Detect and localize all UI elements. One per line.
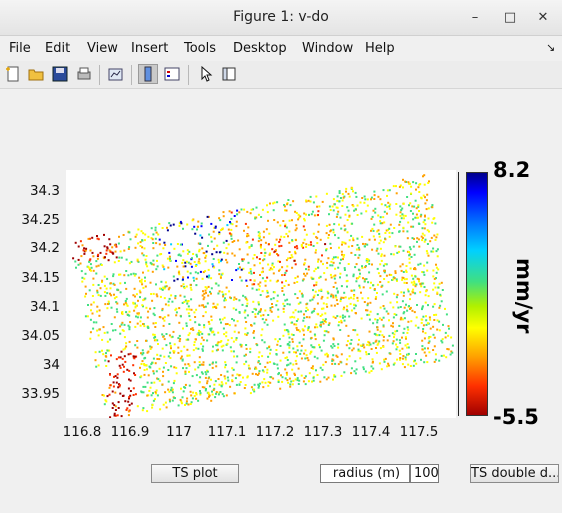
menu-help[interactable]: Help — [365, 41, 395, 56]
dock-icon[interactable]: ↘ — [546, 41, 556, 54]
y-tick-label: 34.1 — [29, 299, 60, 315]
open-file-icon[interactable] — [26, 64, 46, 84]
toolbar — [0, 61, 562, 89]
colorbar-unit-label: mm/yr — [512, 258, 536, 334]
y-tick-label: 33.95 — [21, 386, 60, 402]
plot-area[interactable] — [66, 170, 456, 419]
y-tick-label: 34.25 — [21, 212, 60, 228]
x-tick-label: 117.1 — [207, 424, 247, 440]
maximize-button[interactable]: □ — [503, 10, 517, 25]
x-tick-label: 116.8 — [62, 424, 102, 440]
colorbar-max-label: 8.2 — [493, 158, 531, 182]
colorbar[interactable] — [466, 172, 488, 416]
x-tick-label: 117.5 — [399, 424, 439, 440]
link-plot-icon[interactable] — [106, 64, 126, 84]
menu-window[interactable]: Window — [302, 41, 354, 56]
menu-tools[interactable]: Tools — [184, 41, 217, 56]
colorbar-axis-line — [458, 172, 459, 416]
legend-toggle-icon[interactable] — [162, 64, 182, 84]
x-tick-label: 117 — [166, 424, 192, 440]
radius-label: radius (m) — [320, 464, 410, 483]
select-pointer-icon[interactable] — [196, 64, 216, 84]
x-tick-label: 117.3 — [303, 424, 343, 440]
x-tick-label: 116.9 — [110, 424, 150, 440]
menu-file[interactable]: File — [9, 41, 31, 56]
y-tick-label: 34.15 — [21, 270, 60, 286]
save-icon[interactable] — [50, 64, 70, 84]
minimize-button[interactable]: – — [471, 10, 479, 25]
y-tick-label: 34.3 — [29, 183, 60, 199]
window-title: Figure 1: v-do — [233, 9, 329, 25]
close-button[interactable]: ✕ — [537, 10, 549, 25]
ts-plot-button[interactable]: TS plot — [151, 464, 239, 483]
menu-desktop[interactable]: Desktop — [233, 41, 287, 56]
x-tick-label: 117.2 — [255, 424, 295, 440]
print-icon[interactable] — [74, 64, 94, 84]
menu-edit[interactable]: Edit — [45, 41, 71, 56]
colorbar-min-label: -5.5 — [493, 405, 539, 429]
velocity-scatter-map — [72, 174, 454, 419]
y-tick-label: 34 — [42, 357, 60, 373]
new-figure-icon[interactable] — [3, 64, 23, 84]
property-editor-icon[interactable] — [219, 64, 239, 84]
colorbar-toggle-icon[interactable] — [138, 64, 158, 84]
menu-bar: File Edit View Insert Tools Desktop Wind… — [0, 37, 562, 61]
x-tick-label: 117.4 — [351, 424, 391, 440]
title-bar: Figure 1: v-do – □ ✕ — [0, 0, 562, 36]
radius-input[interactable]: 100 — [410, 464, 439, 483]
y-tick-label: 34.2 — [29, 240, 60, 256]
menu-view[interactable]: View — [87, 41, 118, 56]
y-tick-label: 34.05 — [21, 328, 60, 344]
menu-insert[interactable]: Insert — [131, 41, 169, 56]
ts-double-difference-button[interactable]: TS double d... — [470, 464, 559, 483]
